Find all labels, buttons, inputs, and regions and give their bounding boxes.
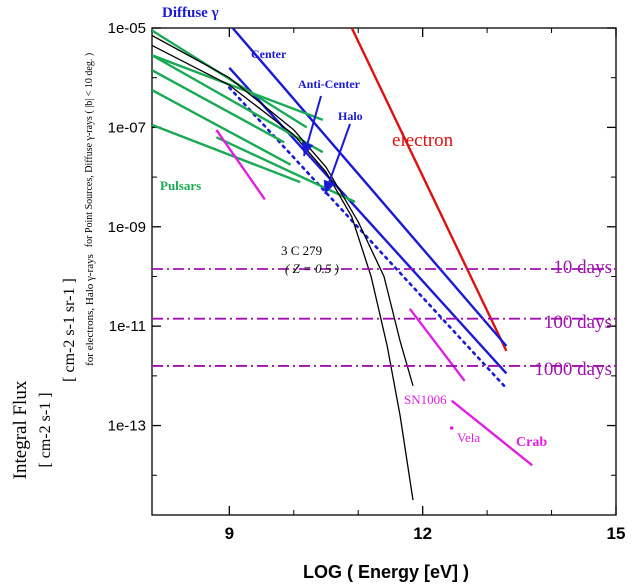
point-markers bbox=[449, 426, 454, 430]
series-line-pulsars bbox=[152, 123, 301, 184]
y-tick-label: 1e-11 bbox=[109, 318, 146, 335]
y-axis-label-units2: [ cm-2 s-1 sr-1 ] bbox=[61, 278, 78, 382]
series-line-3-c-279-a bbox=[152, 34, 414, 386]
plot-border bbox=[151, 27, 617, 516]
plot-frame bbox=[151, 27, 617, 516]
threshold-lines bbox=[152, 268, 616, 367]
label-electron: electron bbox=[392, 130, 454, 151]
series-line-electron bbox=[350, 28, 508, 352]
series-line-pulsars bbox=[152, 69, 285, 144]
series-line-center bbox=[231, 28, 508, 347]
arrow-anti-center-head bbox=[301, 141, 314, 156]
series-line-pulsars bbox=[152, 89, 292, 166]
series-lines bbox=[152, 28, 533, 501]
label-10-days: 10 days bbox=[553, 257, 612, 278]
label-3c279: 3 C 279 bbox=[281, 243, 322, 258]
y-axis-note-2: for electrons, Halo γ-rays bbox=[84, 254, 96, 366]
label-z: ( Z = 0.5 ) bbox=[285, 261, 339, 276]
series-line-pulsars bbox=[215, 136, 356, 203]
y-axis-label-units1: [ cm-2 s-1 ] bbox=[37, 392, 54, 467]
label-anti-center: Anti-Center bbox=[298, 77, 361, 91]
label-1000-days: 1000 days bbox=[534, 359, 612, 380]
x-tick-label: 15 bbox=[607, 524, 626, 543]
y-axis-label-group: Integral Flux [ cm-2 s-1 ] [ cm-2 s-1 sr… bbox=[10, 53, 96, 480]
x-tick-label: 9 bbox=[225, 524, 234, 543]
series-line-pulsars bbox=[152, 29, 308, 129]
label-pulsars: Pulsars bbox=[160, 178, 201, 193]
x-axis-label: LOG ( Energy [eV] ) bbox=[303, 562, 469, 582]
y-axis-label-main: Integral Flux bbox=[10, 380, 31, 479]
series-line-sn1006 bbox=[408, 308, 466, 382]
series-line-halo bbox=[228, 86, 508, 390]
annotations: Diffuse γ Center Anti-Center Halo electron Pu… bbox=[160, 5, 612, 450]
label-halo: Halo bbox=[338, 109, 363, 123]
series-line-pulsars-magenta bbox=[215, 129, 266, 201]
label-diffuse: Diffuse γ bbox=[162, 5, 219, 21]
y-tick-label: 1e-07 bbox=[108, 119, 146, 136]
series-line-anti-center bbox=[228, 66, 508, 375]
y-axis-note-1: for Point Sources, Diffuse γ-rays ( |b| … bbox=[84, 53, 95, 247]
label-crab: Crab bbox=[516, 435, 547, 450]
y-tick-label: 1e-09 bbox=[108, 219, 146, 236]
x-tick-label: 12 bbox=[413, 524, 432, 543]
series-line-crab bbox=[450, 399, 533, 467]
marker-vela bbox=[449, 426, 454, 430]
series-line-pulsars bbox=[152, 54, 324, 122]
label-vela: Vela bbox=[457, 430, 480, 445]
x-axis-ticks: 9 12 15 bbox=[225, 28, 626, 543]
arrow-halo-head bbox=[323, 179, 336, 194]
series-line-3-c-279-b bbox=[152, 44, 414, 501]
label-100-days: 100 days bbox=[544, 312, 612, 333]
y-tick-label: 1e-13 bbox=[108, 418, 146, 435]
label-sn1006: SN1006 bbox=[404, 392, 447, 407]
y-tick-label: 1e-05 bbox=[108, 20, 146, 37]
label-center: Center bbox=[251, 47, 287, 61]
y-axis-ticks: 1e-05 1e-07 1e-09 1e-11 1e-13 bbox=[108, 20, 616, 476]
